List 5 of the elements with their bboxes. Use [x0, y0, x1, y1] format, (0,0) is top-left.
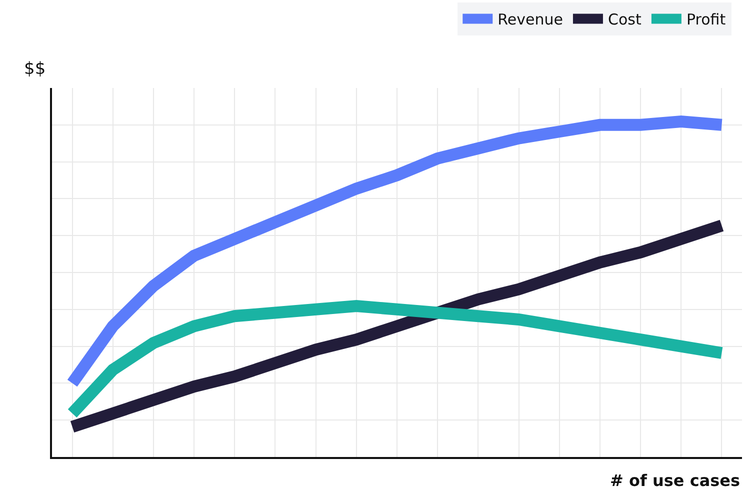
x-axis-title: # of use cases [610, 471, 740, 490]
legend-label: Cost [608, 10, 642, 29]
legend-label: Profit [686, 10, 726, 29]
y-axis-title: $$ [24, 59, 46, 79]
legend-label: Revenue [498, 10, 563, 29]
